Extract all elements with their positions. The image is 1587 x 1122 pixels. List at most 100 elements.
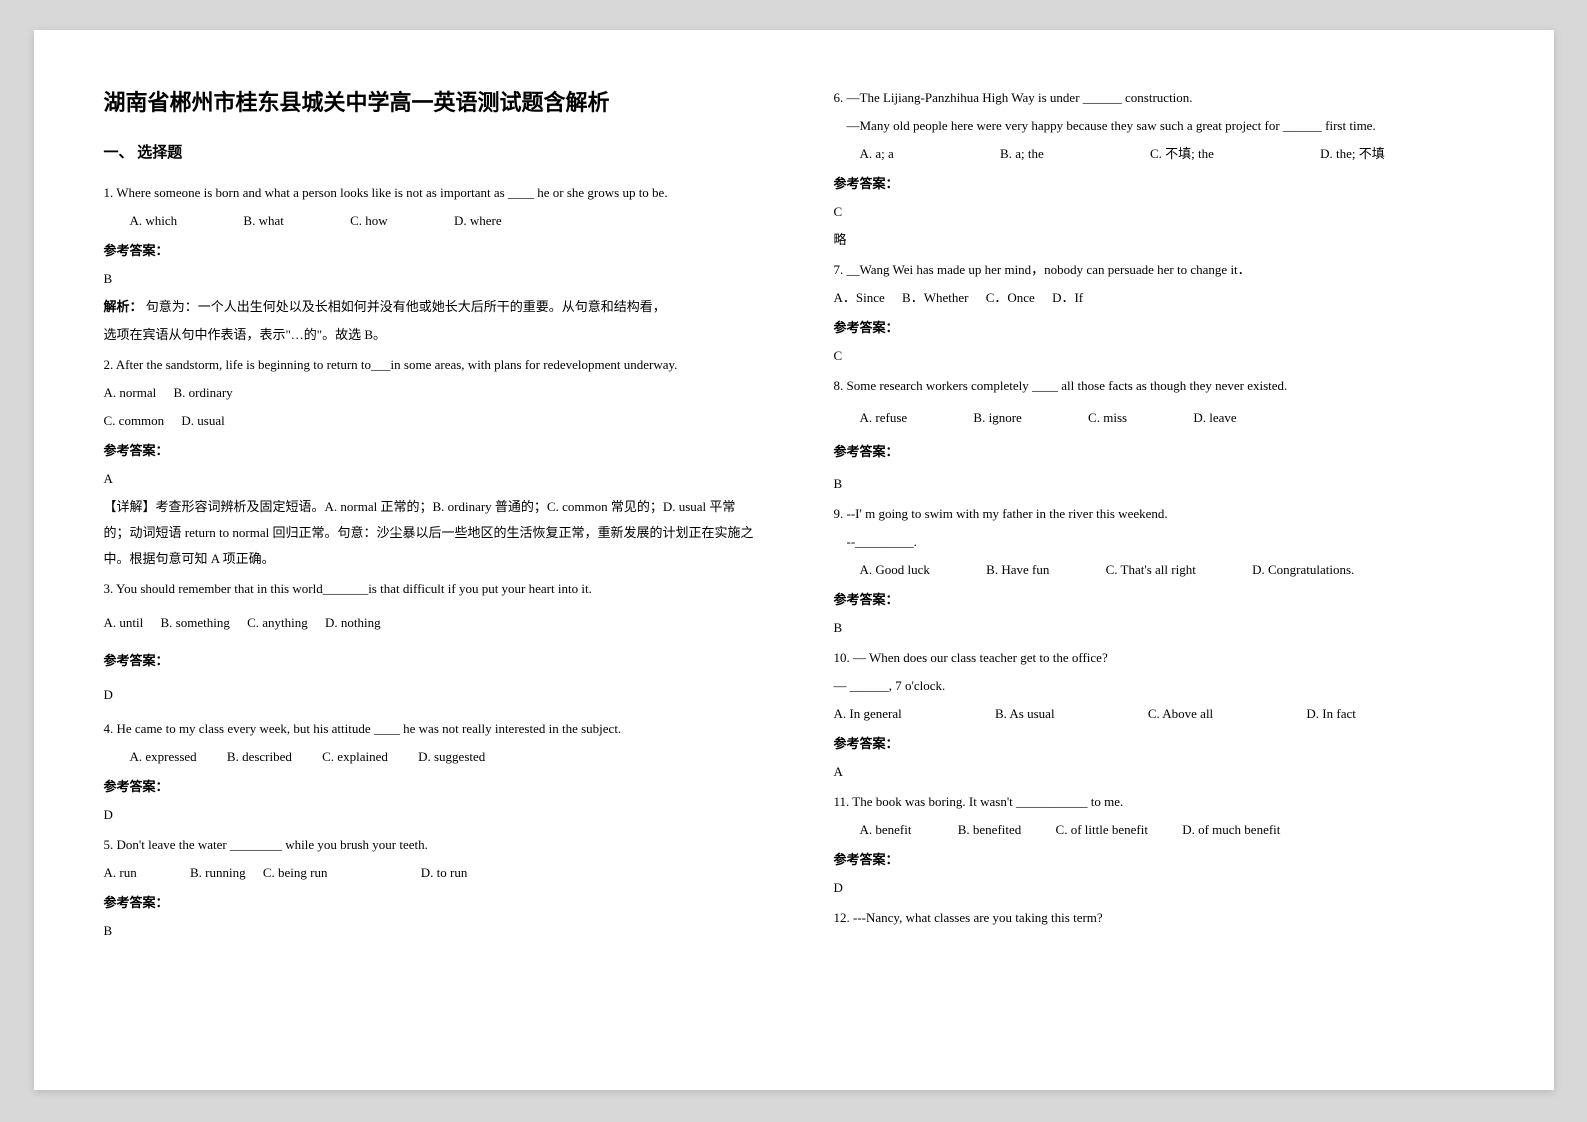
option-d: D. usual bbox=[181, 408, 224, 434]
option-d: D. In fact bbox=[1306, 701, 1355, 727]
explanation-cont: 选项在宾语从句中作表语，表示"…的"。故选 B。 bbox=[104, 322, 754, 348]
question-number: 4. bbox=[104, 721, 117, 736]
answer: B bbox=[104, 918, 754, 944]
option-c: C．Once bbox=[986, 285, 1035, 311]
document-page: 湖南省郴州市桂东县城关中学高一英语测试题含解析 一、 选择题 1. Where … bbox=[34, 30, 1554, 1090]
question-number: 6. bbox=[834, 90, 847, 105]
option-a: A. until bbox=[104, 610, 144, 636]
question-text: --I' m going to swim with my father in t… bbox=[847, 506, 1168, 521]
option-d: D. the; 不填 bbox=[1307, 141, 1385, 167]
question-number: 11. bbox=[834, 794, 853, 809]
option-a: A. Good luck bbox=[847, 557, 930, 583]
option-b: B. running bbox=[190, 860, 246, 886]
question-2: 2. After the sandstorm, life is beginnin… bbox=[104, 352, 754, 572]
question-12: 12. ---Nancy, what classes are you takin… bbox=[834, 905, 1484, 931]
option-c: C. of little benefit bbox=[1043, 817, 1148, 843]
answer-label: 参考答案： bbox=[104, 438, 754, 464]
section-heading: 一、 选择题 bbox=[104, 141, 754, 162]
question-number: 7. bbox=[834, 262, 847, 277]
answer: D bbox=[104, 682, 754, 708]
options: A. refuse B. ignore C. miss D. leave bbox=[834, 405, 1484, 431]
answer-label: 参考答案： bbox=[104, 890, 754, 916]
option-d: D. of much benefit bbox=[1169, 817, 1280, 843]
option-b: B. ordinary bbox=[173, 380, 232, 406]
question-5: 5. Don't leave the water ________ while … bbox=[104, 832, 754, 944]
two-column-content: 湖南省郴州市桂东县城关中学高一英语测试题含解析 一、 选择题 1. Where … bbox=[104, 85, 1484, 1035]
answer-label: 参考答案： bbox=[834, 315, 1484, 341]
question-number: 10. bbox=[834, 650, 854, 665]
options: A. In general B. As usual C. Above all D… bbox=[834, 701, 1484, 727]
option-b: B. described bbox=[214, 744, 292, 770]
explanation: 解析： 句意为：一个人出生何处以及长相如何并没有他或她长大后所干的重要。从句意和… bbox=[104, 294, 754, 320]
question-6: 6. —The Lijiang-Panzhihua High Way is un… bbox=[834, 85, 1484, 253]
answer: D bbox=[104, 802, 754, 828]
explanation: 【详解】考查形容词辨析及固定短语。A. normal 正常的；B. ordina… bbox=[104, 494, 754, 572]
question-number: 3. bbox=[104, 581, 117, 596]
answer: A bbox=[834, 759, 1484, 785]
answer-label: 参考答案： bbox=[104, 238, 754, 264]
question-number: 9. bbox=[834, 506, 847, 521]
question-8: 8. Some research workers completely ____… bbox=[834, 373, 1484, 497]
option-b: B. what bbox=[230, 208, 283, 234]
option-c: C. Above all bbox=[1148, 701, 1213, 727]
question-line1: —The Lijiang-Panzhihua High Way is under… bbox=[847, 90, 1193, 105]
question-number: 12. bbox=[834, 910, 854, 925]
document-title: 湖南省郴州市桂东县城关中学高一英语测试题含解析 bbox=[104, 85, 754, 117]
option-c: C. That's all right bbox=[1093, 557, 1196, 583]
option-b: B. As usual bbox=[995, 701, 1055, 727]
question-7: 7. __Wang Wei has made up her mind，nobod… bbox=[834, 257, 1484, 369]
option-d: D．If bbox=[1052, 285, 1083, 311]
options: A. which B. what C. how D. where bbox=[104, 208, 754, 234]
question-number: 2. bbox=[104, 357, 116, 372]
options: A. run B. running C. being run D. to run bbox=[104, 860, 754, 886]
options: A．Since B．Whether C．Once D．If bbox=[834, 285, 1484, 311]
option-a: A. a; a bbox=[847, 141, 894, 167]
option-b: B. something bbox=[160, 610, 229, 636]
question-11: 11. The book was boring. It wasn't _____… bbox=[834, 789, 1484, 901]
answer: C bbox=[834, 343, 1484, 369]
option-b: B. ignore bbox=[960, 405, 1021, 431]
option-a: A. refuse bbox=[847, 405, 908, 431]
answer-label: 参考答案： bbox=[834, 171, 1484, 197]
answer-label: 参考答案： bbox=[834, 847, 1484, 873]
question-1: 1. Where someone is born and what a pers… bbox=[104, 180, 754, 348]
question-text: After the sandstorm, life is beginning t… bbox=[116, 357, 678, 372]
answer: C bbox=[834, 199, 1484, 225]
option-a: A. In general bbox=[834, 701, 902, 727]
options-row2: C. common D. usual bbox=[104, 408, 754, 434]
option-c: C. anything bbox=[247, 610, 308, 636]
option-a: A. benefit bbox=[847, 817, 912, 843]
question-text: He came to my class every week, but his … bbox=[117, 721, 622, 736]
question-number: 1. bbox=[104, 185, 117, 200]
question-number: 8. bbox=[834, 378, 847, 393]
options: A. until B. something C. anything D. not… bbox=[104, 610, 754, 636]
option-d: D. nothing bbox=[325, 610, 381, 636]
question-text: __Wang Wei has made up her mind，nobody c… bbox=[847, 262, 1251, 277]
question-number: 5. bbox=[104, 837, 117, 852]
options: A. a; a B. a; the C. 不填; the D. the; 不填 bbox=[834, 141, 1484, 167]
answer: B bbox=[834, 615, 1484, 641]
option-a: A. run bbox=[104, 860, 137, 886]
option-d: D. Congratulations. bbox=[1239, 557, 1354, 583]
answer: A bbox=[104, 466, 754, 492]
option-a: A. normal bbox=[104, 380, 157, 406]
question-text: The book was boring. It wasn't _________… bbox=[852, 794, 1123, 809]
option-c: C. being run bbox=[263, 860, 328, 886]
option-b: B. Have fun bbox=[973, 557, 1049, 583]
question-text: ---Nancy, what classes are you taking th… bbox=[853, 910, 1103, 925]
option-c: C. how bbox=[337, 208, 388, 234]
question-line2: — ______, 7 o'clock. bbox=[834, 673, 1484, 699]
options: A. expressed B. described C. explained D… bbox=[104, 744, 754, 770]
answer-label: 参考答案： bbox=[104, 648, 754, 674]
answer-label: 参考答案： bbox=[834, 587, 1484, 613]
omit: 略 bbox=[834, 227, 1484, 253]
question-4: 4. He came to my class every week, but h… bbox=[104, 716, 754, 828]
option-a: A．Since bbox=[834, 285, 885, 311]
option-a: A. expressed bbox=[117, 744, 197, 770]
option-b: B. benefited bbox=[945, 817, 1022, 843]
question-10: 10. — When does our class teacher get to… bbox=[834, 645, 1484, 785]
option-b: B. a; the bbox=[987, 141, 1044, 167]
option-c: C. miss bbox=[1075, 405, 1127, 431]
question-line1: — When does our class teacher get to the… bbox=[853, 650, 1108, 665]
answer: D bbox=[834, 875, 1484, 901]
